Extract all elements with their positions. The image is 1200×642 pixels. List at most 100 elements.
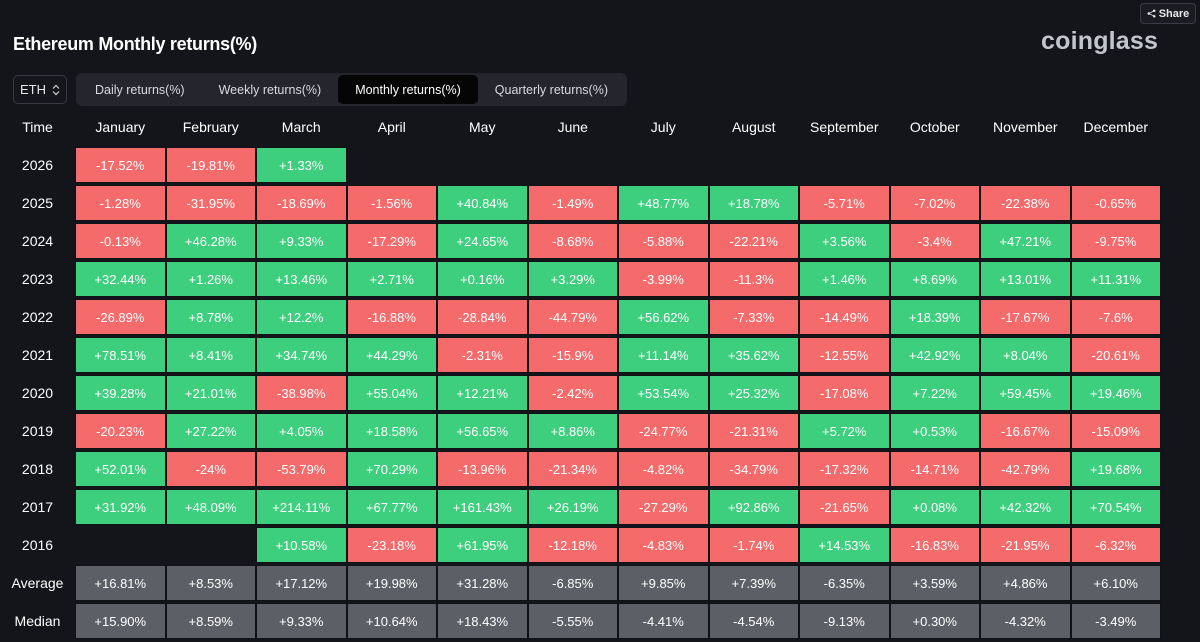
return-cell: +35.62% [708,337,799,373]
return-cell [618,147,709,183]
monthly-returns-table: Time January February March April May June July… [0,109,1161,639]
return-cell: +48.09% [165,489,256,525]
tab-daily-returns[interactable]: Daily returns(%) [95,82,185,97]
return-cell [1071,147,1162,183]
return-cell: -6.32% [1070,527,1161,563]
return-cell: -5.88% [618,223,709,259]
return-cell: -42.79% [980,451,1071,487]
column-header-may: May [469,119,496,135]
asset-select-value: ETH [20,82,46,97]
return-cell [799,147,890,183]
column-header-august: August [731,119,776,135]
year-label-2026: 2026 [21,157,54,173]
return-cell: -16.67% [980,413,1071,449]
return-cell: -21.65% [799,489,890,525]
asset-select[interactable]: ETH [13,75,67,104]
stat-cell: -6.85% [527,565,618,601]
stat-cell: -9.13% [799,603,890,639]
column-header-september: September [810,119,879,135]
return-cell: +34.74% [256,337,347,373]
return-cell: +42.92% [889,337,980,373]
return-cell: -7.33% [708,299,799,335]
stat-cell: +7.39% [708,565,799,601]
tab-monthly-returns[interactable]: Monthly returns(%) [338,75,478,104]
return-cell: +13.01% [980,261,1071,297]
share-button[interactable]: Share [1140,3,1196,24]
return-cell: -0.13% [75,223,166,259]
return-cell: +4.05% [256,413,347,449]
return-cell: +8.86% [527,413,618,449]
return-cell: +8.78% [165,299,256,335]
tab-quarterly-returns[interactable]: Quarterly returns(%) [494,82,609,97]
share-label: Share [1158,7,1190,20]
return-cell: +32.44% [75,261,166,297]
brand-logo: coinglass [1041,27,1159,55]
return-cell: -27.29% [618,489,709,525]
return-cell: +12.2% [256,299,347,335]
return-cell: +1.26% [165,261,256,297]
return-cell: -18.69% [256,185,347,221]
return-cell: +8.04% [980,337,1071,373]
return-cell: -1.28% [75,185,166,221]
return-cell: +24.65% [437,223,528,259]
return-cell [709,147,800,183]
return-cell: +21.01% [165,375,256,411]
year-label-2019: 2019 [21,423,54,439]
column-header-july: July [650,119,676,135]
return-cell [166,527,257,563]
return-cell: +7.22% [889,375,980,411]
return-cell: +47.21% [980,223,1071,259]
stat-cell: +6.10% [1070,565,1161,601]
return-cell: +56.65% [437,413,528,449]
return-cell: -1.49% [527,185,618,221]
stat-cell: -6.35% [799,565,890,601]
stat-label-median: Median [14,613,61,629]
stat-cell: +8.59% [165,603,256,639]
return-cell: -1.56% [346,185,437,221]
stat-cell: -3.49% [1070,603,1161,639]
return-cell: -28.84% [437,299,528,335]
return-cell: +1.33% [256,147,347,183]
return-cell: -34.79% [708,451,799,487]
return-cell: +3.56% [799,223,890,259]
column-header-november: November [992,119,1058,135]
return-cell [437,147,528,183]
stat-cell: -4.41% [618,603,709,639]
return-cell: -20.23% [75,413,166,449]
stat-label-average: Average [11,575,64,591]
return-cell: +0.53% [889,413,980,449]
return-cell: +53.54% [618,375,709,411]
tab-weekly-returns[interactable]: Weekly returns(%) [218,82,322,97]
return-cell: -22.21% [708,223,799,259]
return-cell [75,527,166,563]
return-cell: +18.78% [708,185,799,221]
period-tabs: Daily returns(%) Weekly returns(%) Month… [76,73,628,106]
return-cell: +42.32% [980,489,1071,525]
return-cell: +0.08% [889,489,980,525]
return-cell: +1.46% [799,261,890,297]
stat-cell: +17.12% [256,565,347,601]
return-cell: -14.71% [889,451,980,487]
return-cell: -16.88% [346,299,437,335]
return-cell: -17.29% [346,223,437,259]
column-header-march: March [281,119,321,135]
year-label-2020: 2020 [21,385,54,401]
return-cell: +161.43% [437,489,528,525]
return-cell: -17.32% [799,451,890,487]
return-cell: +48.77% [618,185,709,221]
return-cell: +59.45% [980,375,1071,411]
year-label-2022: 2022 [21,309,54,325]
return-cell: -22.38% [980,185,1071,221]
column-header-january: January [95,119,146,135]
stat-cell: +4.86% [980,565,1071,601]
return-cell: -17.08% [799,375,890,411]
return-cell: -15.9% [527,337,618,373]
return-cell: -24.77% [618,413,709,449]
column-header-april: April [377,119,406,135]
return-cell: -53.79% [256,451,347,487]
return-cell: +14.53% [799,527,890,563]
return-cell: -16.83% [889,527,980,563]
return-cell: +13.46% [256,261,347,297]
return-cell: -13.96% [437,451,528,487]
return-cell [347,147,438,183]
